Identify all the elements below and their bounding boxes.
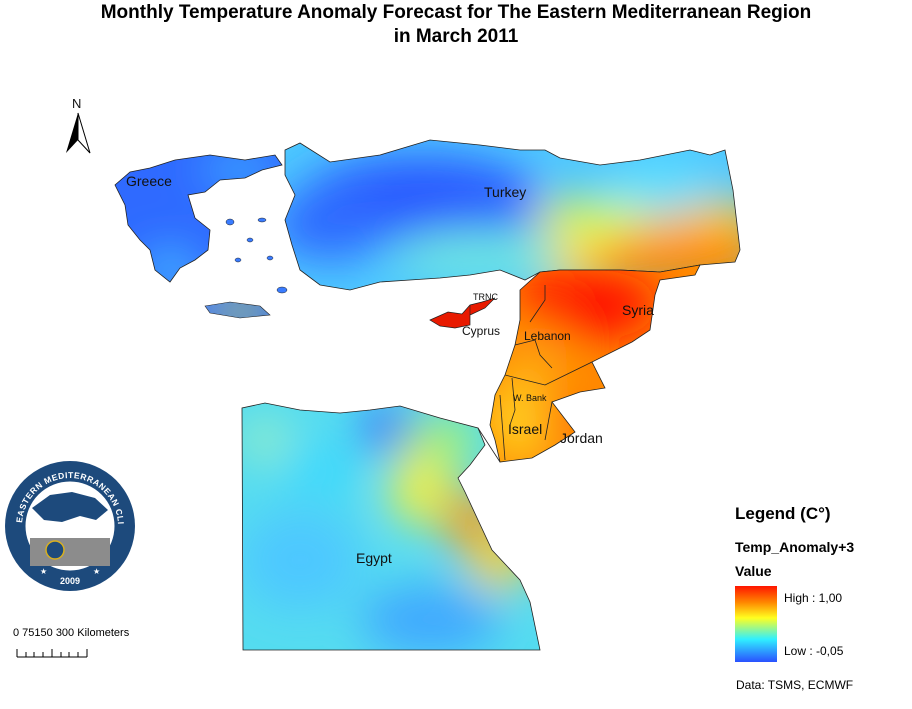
svg-text:EASTERN MEDITERRANEAN CLIMATE: EASTERN MEDITERRANEAN CLIMATE CENTRE [0,0,126,525]
levant-borders [499,285,593,461]
legend-field-name: Value [735,563,772,579]
legend-color-ramp [735,586,777,662]
label-cyprus: Cyprus [462,324,500,338]
label-egypt: Egypt [356,550,392,566]
legend-title: Legend (C°) [735,504,831,523]
logo-year: 2009 [60,576,80,586]
greece-outline [114,154,283,283]
aegean-islands [225,217,288,294]
map-title-line-1: Monthly Temperature Anomaly Forecast for… [100,2,812,23]
map-title-line-2: in March 2011 [393,26,519,47]
label-turkey: Turkey [484,184,526,200]
svg-text:★: ★ [40,567,47,576]
crete-outline [204,301,271,319]
svg-text:★: ★ [93,567,100,576]
north-arrow-label: N [72,96,81,111]
label-syria: Syria [622,302,654,318]
egypt-outline [241,402,541,651]
label-jordan: Jordan [560,430,603,446]
scale-bar [16,649,88,658]
north-arrow-icon: N [66,96,91,154]
cyprus-shape [429,297,496,329]
scale-bar-label: 0 75150 300 Kilometers [13,627,130,639]
legend-low-label: Low : -0,05 [784,644,844,658]
data-credit: Data: TSMS, ECMWF [736,678,854,692]
label-greece: Greece [126,173,172,189]
sinai-border [477,427,501,463]
emcc-logo: EASTERN MEDITERRANEAN CLIMATE CENTRE 200… [0,0,135,591]
label-lebanon: Lebanon [524,329,571,343]
label-israel: Israel [508,421,542,437]
label-west-bank: W. Bank [513,393,547,403]
legend-layer-name: Temp_Anomaly+3 [735,539,855,555]
label-trnc: TRNC [473,292,498,302]
logo-text: EASTERN MEDITERRANEAN CLIMATE CENTRE [0,0,125,525]
levant-outline [489,264,701,463]
legend-high-label: High : 1,00 [784,591,843,605]
